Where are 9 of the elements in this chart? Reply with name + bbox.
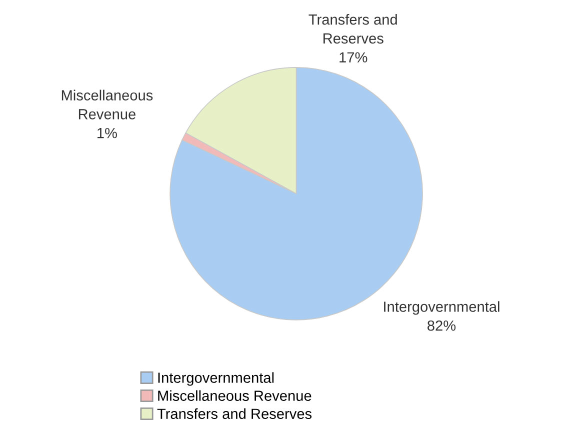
legend-label: Miscellaneous Revenue	[158, 390, 312, 401]
legend-label: Intergovernmental	[158, 372, 274, 386]
slice-label: Miscellaneous Revenue	[62, 90, 153, 120]
slice-label: Intergovernmental	[384, 301, 500, 315]
data-label: 1%	[98, 128, 117, 138]
data-label: 17%	[340, 52, 368, 62]
slice-label: Transfers and Reserves	[308, 14, 397, 44]
data-label: 82%	[428, 320, 456, 331]
legend-label: Transfers and Reserves	[157, 408, 312, 419]
